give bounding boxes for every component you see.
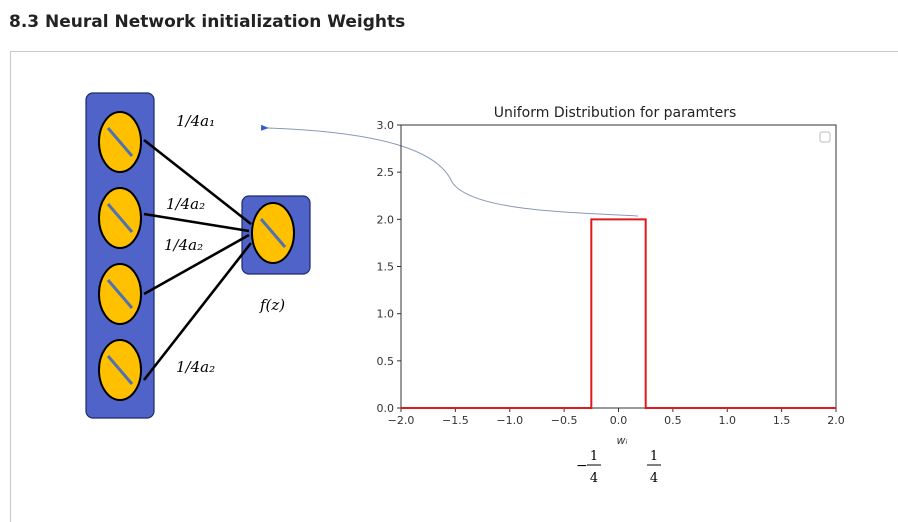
- figure-frame: [10, 51, 898, 522]
- connection-3: [143, 233, 250, 296]
- x-tick-label: −1.5: [442, 414, 469, 427]
- right-bound-annotation: 1 4: [647, 449, 661, 486]
- y-axis: 0.0 0.5 1.0 1.5 2.0 2.5 3.0: [377, 119, 401, 415]
- left-bound-denominator: 4: [590, 471, 598, 486]
- x-axis-label: wᵢ: [617, 434, 628, 447]
- y-tick-label: 1.0: [377, 308, 395, 321]
- legend-box: [819, 131, 831, 143]
- output-function-label: f(z): [259, 296, 285, 314]
- weight-label-4: 1/4a₂: [176, 358, 215, 376]
- right-bound-numerator: 1: [650, 449, 658, 464]
- input-neuron-1: [98, 111, 142, 173]
- y-tick-label: 0.5: [377, 355, 395, 368]
- y-tick-label: 2.0: [377, 213, 395, 226]
- x-tick-label: −2.0: [388, 414, 415, 427]
- y-tick-label: 2.5: [377, 166, 395, 179]
- y-tick-label: 3.0: [377, 119, 395, 132]
- weight-label-3: 1/4a₂: [164, 236, 203, 254]
- left-bound-numerator: 1: [590, 449, 598, 464]
- x-tick-label: 0.0: [610, 414, 628, 427]
- weight-label-2: 1/4a₂: [166, 195, 205, 213]
- series-line-1: [401, 218, 836, 409]
- x-tick-label: 0.5: [664, 414, 682, 427]
- weight-label-1: 1/4a₁: [176, 112, 215, 130]
- series-layer: [401, 218, 836, 409]
- x-tick-label: 1.5: [773, 414, 791, 427]
- x-tick-label: 2.0: [827, 414, 845, 427]
- x-axis: −2.0 −1.5 −1.0 −0.5 0.0 0.5 1.0 1.5 2.0: [388, 408, 845, 427]
- plot-frame: [400, 124, 837, 409]
- input-neuron-2: [98, 187, 142, 249]
- left-bound-sign: −: [576, 458, 588, 474]
- x-tick-label: −0.5: [551, 414, 578, 427]
- input-neuron-4: [98, 339, 142, 401]
- page-heading: 8.3 Neural Network initialization Weight…: [9, 12, 406, 32]
- left-bound-annotation: − 1 4: [576, 449, 601, 486]
- input-neuron-3: [98, 263, 142, 325]
- connection-4: [142, 242, 253, 381]
- y-tick-label: 0.0: [377, 402, 395, 415]
- right-bound-denominator: 4: [650, 471, 658, 486]
- y-tick-label: 1.5: [377, 261, 395, 274]
- weight-connections: [142, 138, 253, 381]
- connection-1: [143, 138, 252, 226]
- input-layer-box: [85, 92, 155, 419]
- figure-canvas: 1/4a₁ 1/4a₂ 1/4a₂ 1/4a₂ f(z) Uniform Dis…: [85, 92, 845, 486]
- connector-arrow: [260, 124, 639, 217]
- uniform-distribution-chart: Uniform Distribution for paramters −2.0−…: [377, 105, 845, 447]
- connection-2: [143, 212, 250, 233]
- x-tick-label: 1.0: [719, 414, 737, 427]
- x-tick-label: −1.0: [496, 414, 523, 427]
- output-neuron: [251, 202, 295, 264]
- chart-title: Uniform Distribution for paramters: [494, 105, 737, 121]
